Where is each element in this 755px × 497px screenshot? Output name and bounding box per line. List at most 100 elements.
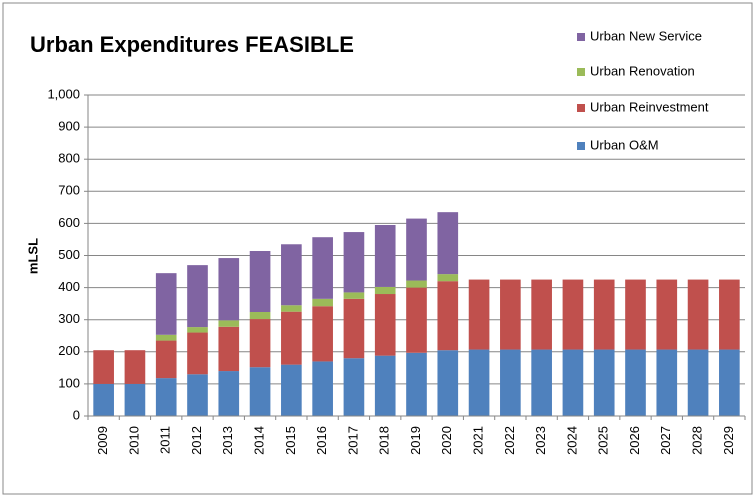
bar-segment [93, 350, 114, 384]
bar-segment [437, 274, 459, 282]
bar-segment [155, 378, 177, 416]
bar-segment [374, 294, 396, 356]
y-tick-label: 800 [58, 151, 80, 166]
bar-segment [155, 334, 177, 341]
bar-segment [281, 364, 302, 416]
bar-segment [500, 349, 521, 416]
bar-segment [406, 280, 427, 288]
x-tick-label: 2015 [283, 426, 298, 455]
bar-segment [187, 374, 208, 416]
bar-segment [719, 279, 740, 350]
bar-segment [249, 319, 271, 368]
bar-segment [312, 298, 333, 307]
chart-title: Urban Expenditures FEASIBLE [30, 32, 354, 57]
y-tick-label: 300 [58, 311, 80, 326]
bar-segment [281, 311, 302, 365]
x-tick-label: 2013 [220, 426, 235, 455]
bar-segment [343, 232, 365, 293]
bar-segment [281, 305, 302, 312]
bar-segment [343, 292, 365, 299]
bar-segment [562, 349, 584, 416]
y-tick-label: 100 [58, 375, 80, 390]
y-tick-label: 600 [58, 215, 80, 230]
bar-segment [374, 225, 396, 287]
y-tick-label: 700 [58, 183, 80, 198]
legend-label: Urban Reinvestment [590, 99, 709, 114]
x-tick-label: 2016 [314, 426, 329, 455]
x-tick-label: 2014 [252, 426, 267, 455]
legend-swatch [577, 33, 585, 41]
bar-segment [312, 237, 333, 299]
bar-segment [155, 273, 177, 335]
y-tick-label: 500 [58, 247, 80, 262]
bar-segment [218, 326, 240, 372]
x-tick-label: 2029 [721, 426, 736, 455]
legend-label: Urban Renovation [590, 63, 695, 78]
bar-segment [562, 279, 584, 350]
bar-segment [531, 279, 552, 350]
bar-segment [437, 212, 459, 275]
x-tick-label: 2019 [408, 426, 423, 455]
bar-segment [656, 279, 678, 350]
y-tick-label: 0 [73, 407, 80, 422]
bar-segment [218, 320, 240, 327]
bar-segment [124, 383, 146, 416]
bar-segment [374, 355, 396, 416]
bar-segment [406, 287, 427, 353]
bar-segment [593, 349, 615, 416]
bar-segment [593, 279, 615, 350]
x-tick-label: 2017 [345, 426, 360, 455]
legend-label: Urban New Service [590, 28, 702, 43]
x-tick-label: 2026 [627, 426, 642, 455]
bar-segment [625, 349, 646, 416]
bar-segment [437, 281, 459, 351]
bar-segment [531, 349, 552, 416]
bar-segment [374, 286, 396, 295]
bar-segment [187, 265, 208, 328]
bar-segment [218, 258, 240, 321]
x-tick-label: 2023 [533, 426, 548, 455]
bar-segment [312, 306, 333, 362]
bar-segment [468, 349, 490, 416]
bar-segment [437, 350, 459, 416]
bar-segment [187, 327, 208, 333]
x-tick-label: 2025 [596, 426, 611, 455]
y-tick-label: 900 [58, 119, 80, 134]
bar-segment [343, 298, 365, 359]
bar-segment [312, 361, 333, 416]
bar-segment [93, 383, 114, 416]
x-tick-label: 2027 [658, 426, 673, 455]
bar-segment [406, 352, 427, 416]
x-tick-label: 2021 [471, 426, 486, 455]
bar-segment [687, 279, 709, 350]
bar-segment [468, 279, 490, 350]
x-tick-label: 2028 [690, 426, 705, 455]
x-tick-label: 2012 [189, 426, 204, 455]
bar-segment [625, 279, 646, 350]
bar-segment [281, 244, 302, 306]
bar-segment [124, 350, 146, 384]
bar-segment [187, 332, 208, 375]
bar-segment [155, 340, 177, 379]
bar-segment [500, 279, 521, 350]
bar-segment [687, 349, 709, 416]
x-tick-label: 2024 [564, 426, 579, 455]
y-axis-label: mLSL [25, 238, 40, 274]
x-tick-label: 2018 [377, 426, 392, 455]
bar-segment [249, 311, 271, 320]
x-tick-label: 2009 [95, 426, 110, 455]
bar-segment [249, 251, 271, 312]
legend-label: Urban O&M [590, 137, 659, 152]
bar-segment [656, 349, 678, 416]
x-tick-label: 2022 [502, 426, 517, 455]
legend-swatch [577, 104, 585, 112]
bar-segment [249, 367, 271, 416]
y-tick-label: 1,000 [47, 86, 80, 101]
legend-swatch [577, 68, 585, 76]
x-tick-label: 2020 [439, 426, 454, 455]
legend-swatch [577, 142, 585, 150]
y-tick-label: 400 [58, 279, 80, 294]
x-tick-label: 2010 [126, 426, 141, 455]
bar-segment [406, 218, 427, 281]
